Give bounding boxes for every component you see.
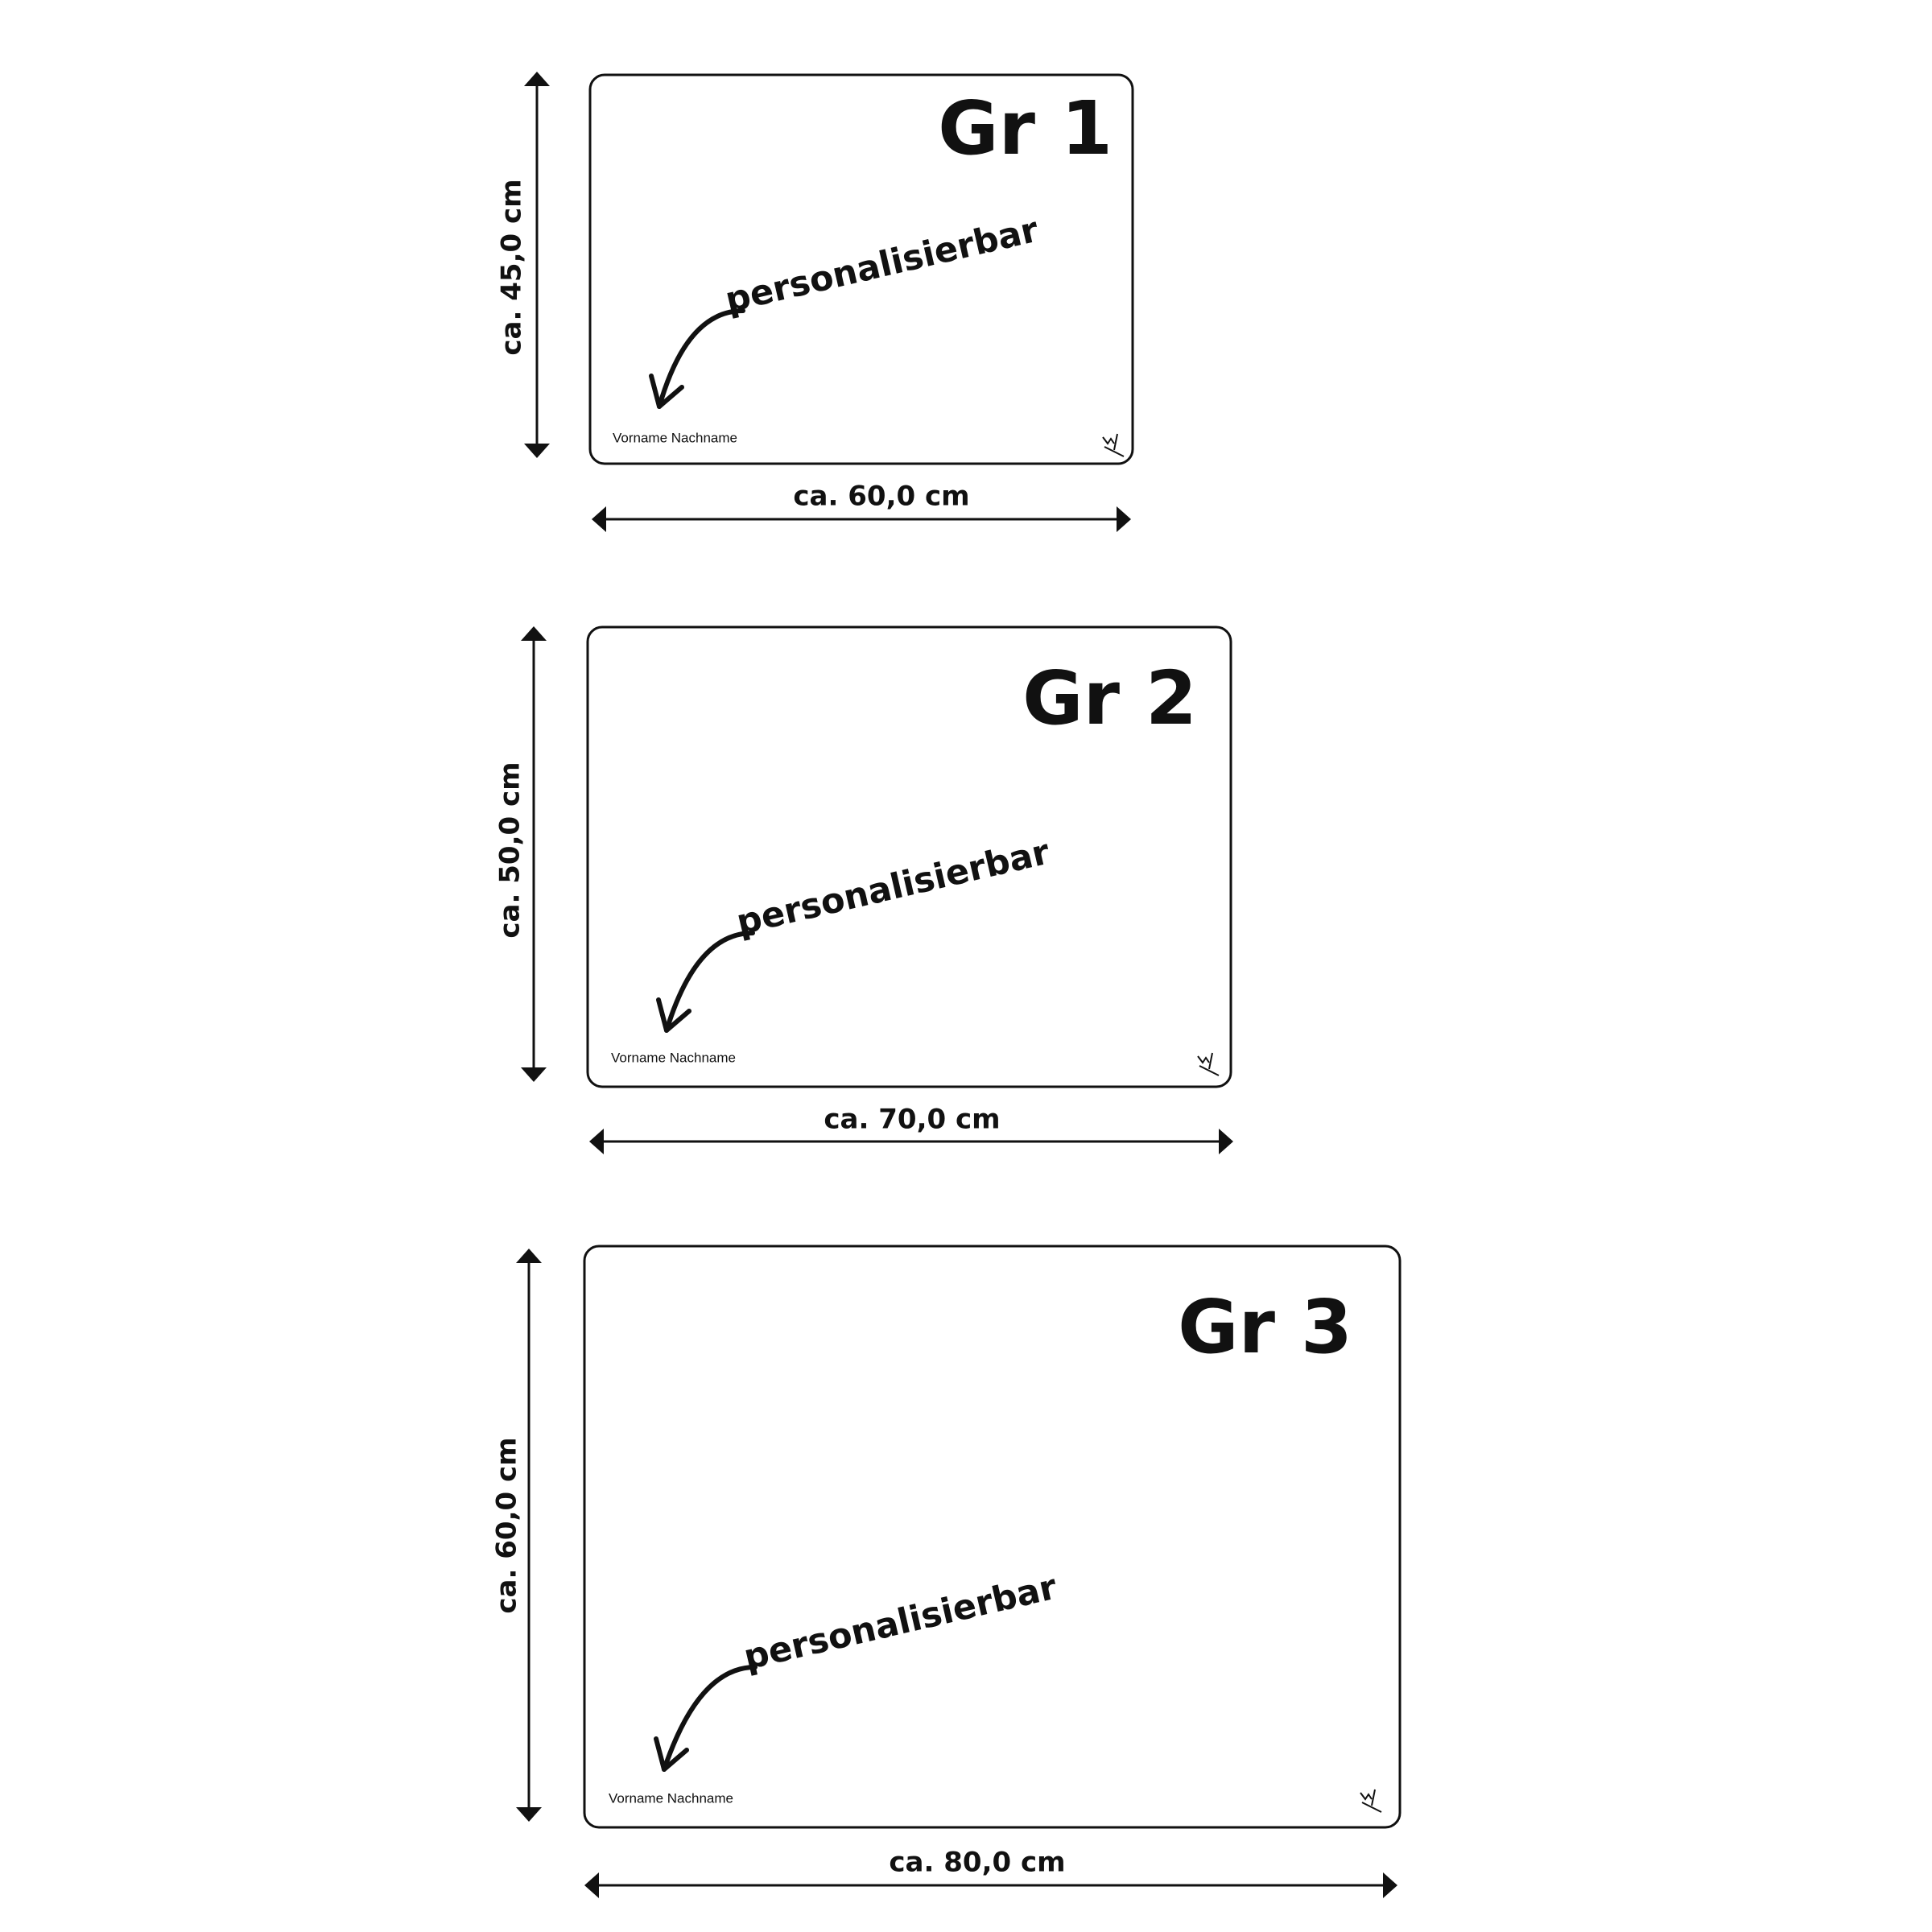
- curved-arrow: [657, 308, 745, 409]
- personalization-note: personalisierbar: [721, 209, 1042, 320]
- width-label: ca. 80,0 cm: [889, 1847, 1065, 1879]
- arrowhead: [1219, 1129, 1233, 1154]
- curved-arrowhead: [649, 374, 684, 409]
- signature-mark: [1197, 1052, 1220, 1076]
- height-label: ca. 50,0 cm: [494, 762, 526, 938]
- arrowhead: [589, 1129, 604, 1154]
- name-placeholder: Vorname Nachname: [611, 1050, 736, 1065]
- curved-arrowhead: [656, 997, 691, 1033]
- arrowhead: [1117, 506, 1131, 532]
- arrowhead: [1383, 1872, 1397, 1898]
- arrowhead: [516, 1807, 542, 1822]
- arrowhead: [521, 626, 547, 641]
- board-outline: [588, 73, 1134, 465]
- width-label: ca. 70,0 cm: [824, 1104, 1000, 1136]
- panel: ca. 45,0 cm ca. 60,0 cm Gr 1 personalisierb…: [496, 72, 1134, 532]
- panel: ca. 50,0 cm ca. 70,0 cm Gr 2 personalisierb…: [494, 625, 1233, 1154]
- personalization-note: personalisierbar: [733, 832, 1054, 943]
- curved-arrow: [664, 931, 755, 1033]
- signature-mark: [1102, 433, 1125, 457]
- panel: ca. 60,0 cm ca. 80,0 cm Gr 3 personalisierb…: [491, 1245, 1402, 1898]
- curved-arrow: [662, 1665, 758, 1772]
- board-outline: [583, 1245, 1402, 1829]
- arrowhead: [592, 506, 606, 532]
- size-title: Gr 3: [1178, 1284, 1352, 1370]
- width-label: ca. 60,0 cm: [793, 481, 969, 513]
- arrowhead: [516, 1249, 542, 1263]
- arrowhead: [584, 1872, 599, 1898]
- personalization-note: personalisierbar: [740, 1567, 1061, 1678]
- arrowhead: [521, 1067, 547, 1082]
- name-placeholder: Vorname Nachname: [613, 430, 737, 445]
- board-outline: [586, 625, 1232, 1088]
- arrowhead: [524, 444, 550, 458]
- signature-mark: [1360, 1789, 1382, 1813]
- arrowhead: [524, 72, 550, 86]
- height-label: ca. 60,0 cm: [491, 1437, 523, 1613]
- name-placeholder: Vorname Nachname: [609, 1790, 733, 1806]
- height-label: ca. 45,0 cm: [496, 179, 528, 355]
- size-title: Gr 1: [938, 85, 1113, 171]
- curved-arrowhead: [654, 1736, 689, 1772]
- size-title: Gr 2: [1022, 655, 1197, 741]
